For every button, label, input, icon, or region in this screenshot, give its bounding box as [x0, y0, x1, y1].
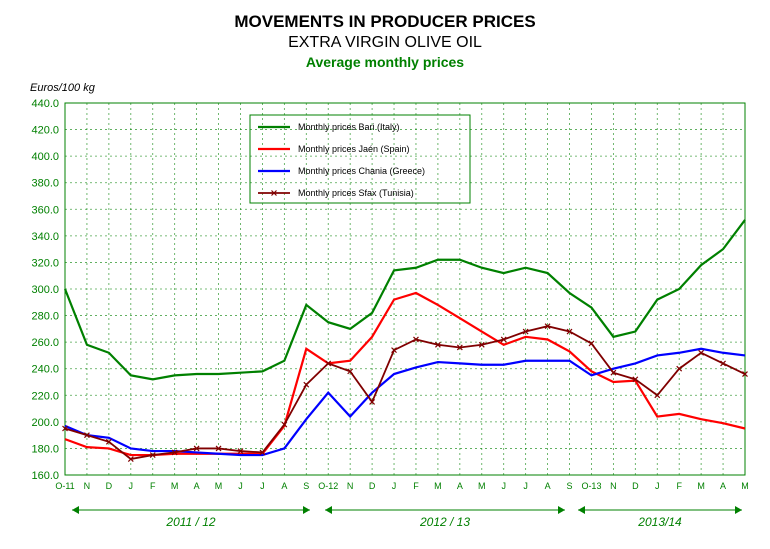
svg-text:240.0: 240.0	[31, 364, 59, 376]
svg-text:N: N	[84, 481, 91, 491]
svg-text:J: J	[260, 481, 265, 491]
svg-text:F: F	[676, 481, 682, 491]
svg-text:J: J	[392, 481, 397, 491]
svg-text:O-13: O-13	[581, 481, 601, 491]
svg-text:Monthly prices Bari (Italy): Monthly prices Bari (Italy)	[298, 122, 400, 132]
svg-text:340.0: 340.0	[31, 231, 59, 243]
svg-text:280.0: 280.0	[31, 311, 59, 323]
svg-text:A: A	[545, 481, 551, 491]
svg-text:D: D	[632, 481, 639, 491]
svg-text:420.0: 420.0	[31, 125, 59, 137]
svg-text:440.0: 440.0	[31, 98, 59, 110]
svg-text:M: M	[478, 481, 486, 491]
svg-text:J: J	[129, 481, 134, 491]
svg-text:D: D	[369, 481, 376, 491]
svg-text:A: A	[194, 481, 200, 491]
svg-text:O-12: O-12	[318, 481, 338, 491]
chart-svg: 160.0180.0200.0220.0240.0260.0280.0300.0…	[0, 0, 770, 549]
svg-text:A: A	[281, 481, 287, 491]
svg-text:O-11: O-11	[55, 481, 74, 491]
svg-text:M: M	[741, 481, 749, 491]
svg-text:A: A	[720, 481, 726, 491]
svg-text:300.0: 300.0	[31, 284, 59, 296]
svg-text:J: J	[501, 481, 506, 491]
svg-text:F: F	[413, 481, 419, 491]
svg-text:N: N	[347, 481, 354, 491]
svg-text:J: J	[238, 481, 243, 491]
svg-text:D: D	[106, 481, 113, 491]
svg-text:180.0: 180.0	[31, 443, 59, 455]
svg-text:Monthly prices Sfax (Tunisia): Monthly prices Sfax (Tunisia)	[298, 188, 414, 198]
svg-text:2011 / 12: 2011 / 12	[165, 515, 215, 529]
svg-text:J: J	[655, 481, 660, 491]
svg-text:N: N	[610, 481, 617, 491]
svg-text:360.0: 360.0	[31, 204, 59, 216]
svg-text:M: M	[434, 481, 442, 491]
svg-text:200.0: 200.0	[31, 417, 59, 429]
svg-text:260.0: 260.0	[31, 337, 59, 349]
svg-text:F: F	[150, 481, 156, 491]
svg-text:220.0: 220.0	[31, 390, 59, 402]
svg-text:J: J	[523, 481, 528, 491]
svg-text:320.0: 320.0	[31, 257, 59, 269]
svg-text:2013/14: 2013/14	[637, 515, 682, 529]
svg-text:S: S	[567, 481, 573, 491]
svg-text:M: M	[697, 481, 705, 491]
svg-text:M: M	[171, 481, 179, 491]
svg-text:Monthly prices Jaén (Spain): Monthly prices Jaén (Spain)	[298, 144, 410, 154]
svg-text:2012 / 13: 2012 / 13	[419, 515, 470, 529]
svg-text:Monthly prices Chania (Greece): Monthly prices Chania (Greece)	[298, 166, 425, 176]
svg-text:380.0: 380.0	[31, 178, 59, 190]
svg-text:M: M	[215, 481, 223, 491]
svg-text:S: S	[303, 481, 309, 491]
svg-text:400.0: 400.0	[31, 151, 59, 163]
svg-text:A: A	[457, 481, 463, 491]
